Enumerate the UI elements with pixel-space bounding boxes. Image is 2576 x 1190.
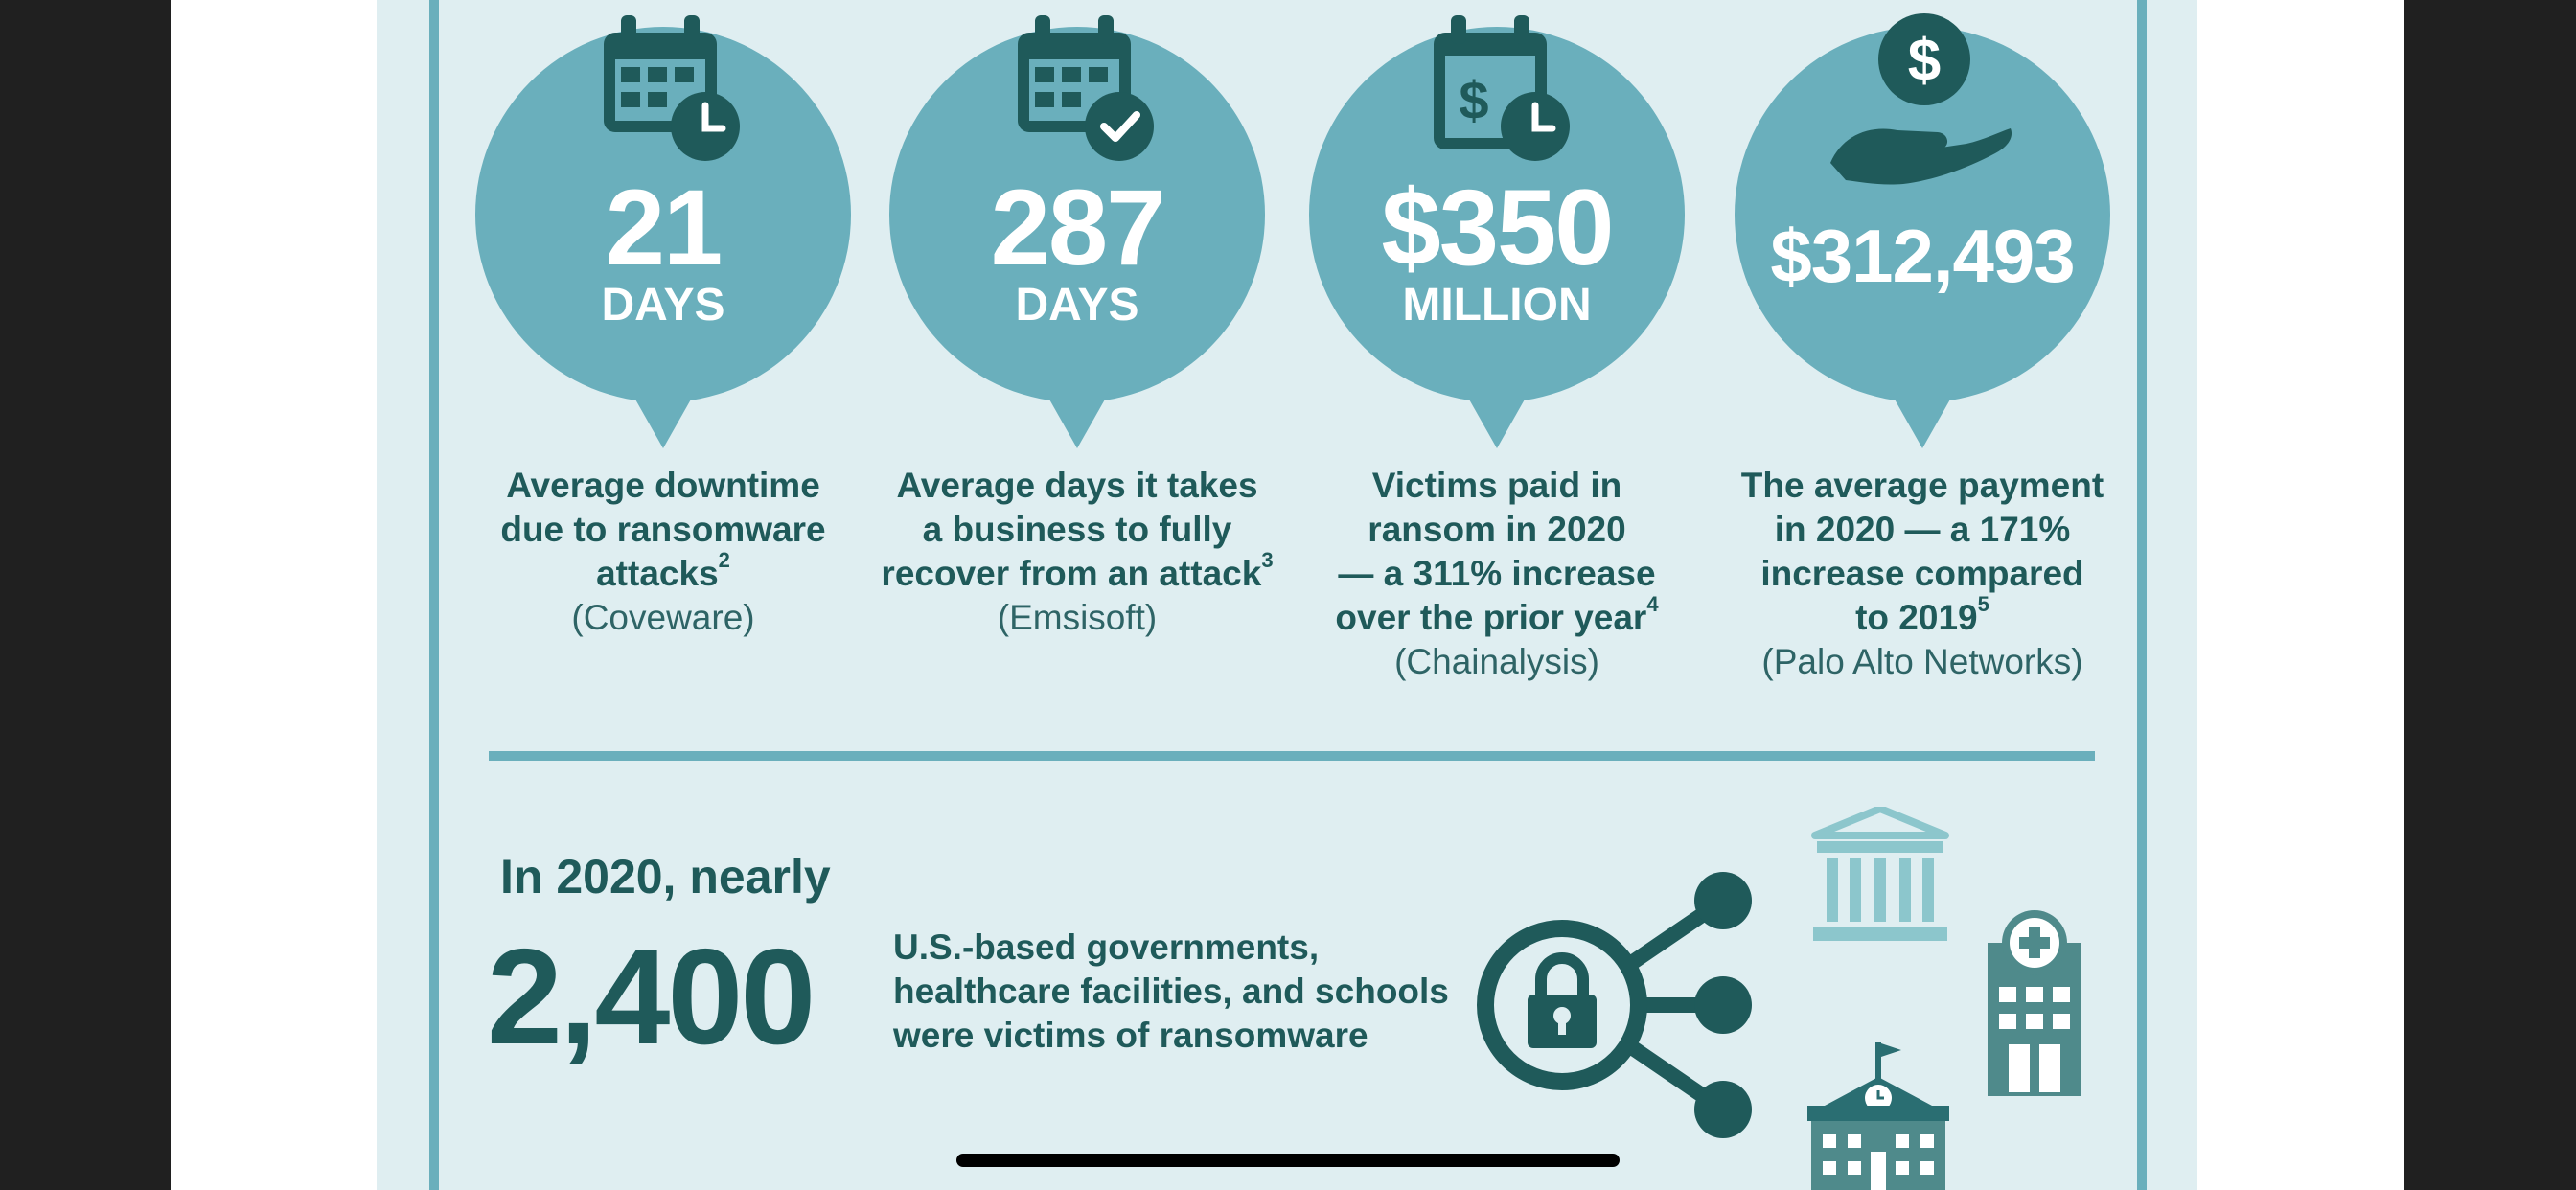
home-indicator[interactable] [956, 1154, 1620, 1167]
footnote-marker: 2 [718, 548, 730, 572]
stat-unit: DAYS [1015, 280, 1139, 331]
desc-line: — a 311% increase [1338, 554, 1656, 593]
government-building-icon [1811, 807, 1949, 941]
summary-line: healthcare facilities, and schools [893, 972, 1449, 1011]
calendar-check-icon [1018, 15, 1154, 161]
desc-line: over the prior year [1335, 598, 1647, 637]
stat-number: 287 [990, 168, 1166, 287]
stat-source: (Chainalysis) [1394, 642, 1599, 681]
section-divider [489, 751, 2095, 761]
stat-description: Victims paid in ransom in 2020 — a 311% … [1276, 464, 1717, 684]
frame-left-border [429, 0, 439, 1190]
stat-ransom-paid: $ $350 MILLION Victims paid in ransom in… [1305, 0, 1689, 690]
calendar-dollar-clock-icon: $ [1434, 15, 1570, 161]
stat-unit: MILLION [1402, 280, 1592, 331]
desc-line: ransom in 2020 [1368, 510, 1626, 549]
desc-line: a business to fully [922, 510, 1232, 549]
bubble-pointer [1464, 391, 1530, 448]
stat-description: Average days it takes a business to full… [857, 464, 1298, 640]
bubble-pointer [1045, 391, 1110, 448]
summary-description: U.S.-based governments, healthcare facil… [893, 926, 1487, 1058]
bubble-pointer [631, 391, 696, 448]
stat-number: $312,493 [1770, 214, 2075, 298]
stat-average-payment: $ $312,493 The average payment in 2020 —… [1731, 0, 2114, 690]
frame-right-border [2137, 0, 2147, 1190]
school-icon [1807, 1042, 1949, 1190]
summary-lead: In 2020, nearly [500, 850, 831, 904]
footnote-marker: 3 [1261, 548, 1274, 572]
hand-dollar-coin-icon: $ [1830, 13, 2012, 185]
footnote-marker: 4 [1646, 592, 1659, 616]
stat-number: 21 [605, 168, 724, 287]
stat-recovery: 287 DAYS Average days it takes a busines… [881, 0, 1274, 690]
stat-source: (Coveware) [571, 598, 755, 637]
desc-line: The average payment [1740, 466, 2104, 505]
desc-line: increase compared [1760, 554, 2084, 593]
desc-line: to 2019 [1855, 598, 1978, 637]
svg-text:$: $ [1908, 28, 1941, 94]
stat-description: Average downtime due to ransomware attac… [443, 464, 884, 640]
stat-source: (Emsisoft) [997, 598, 1158, 637]
desc-line: attacks [596, 554, 719, 593]
desc-line: due to ransomware [500, 510, 826, 549]
desc-line: Average downtime [506, 466, 820, 505]
hospital-icon [1988, 910, 2082, 1096]
summary-line: were victims of ransomware [893, 1016, 1368, 1055]
bubble-pointer [1890, 391, 1955, 448]
desc-line: recover from an attack [881, 554, 1262, 593]
stat-unit: DAYS [601, 280, 725, 331]
stat-source: (Palo Alto Networks) [1761, 642, 2083, 681]
desc-line: Victims paid in [1371, 466, 1622, 505]
lock-network-icon [1477, 872, 1752, 1138]
stat-number: $350 [1381, 168, 1614, 287]
desc-line: in 2020 — a 171% [1774, 510, 2071, 549]
summary-line: U.S.-based governments, [893, 927, 1320, 967]
svg-text:$: $ [1459, 70, 1488, 130]
desc-line: Average days it takes [896, 466, 1258, 505]
calendar-clock-icon [604, 15, 740, 161]
footnote-marker: 5 [1977, 592, 1990, 616]
stat-downtime: 21 DAYS Average downtime due to ransomwa… [472, 0, 855, 690]
stat-description: The average payment in 2020 — a 171% inc… [1702, 464, 2143, 684]
summary-count: 2,400 [487, 921, 816, 1073]
